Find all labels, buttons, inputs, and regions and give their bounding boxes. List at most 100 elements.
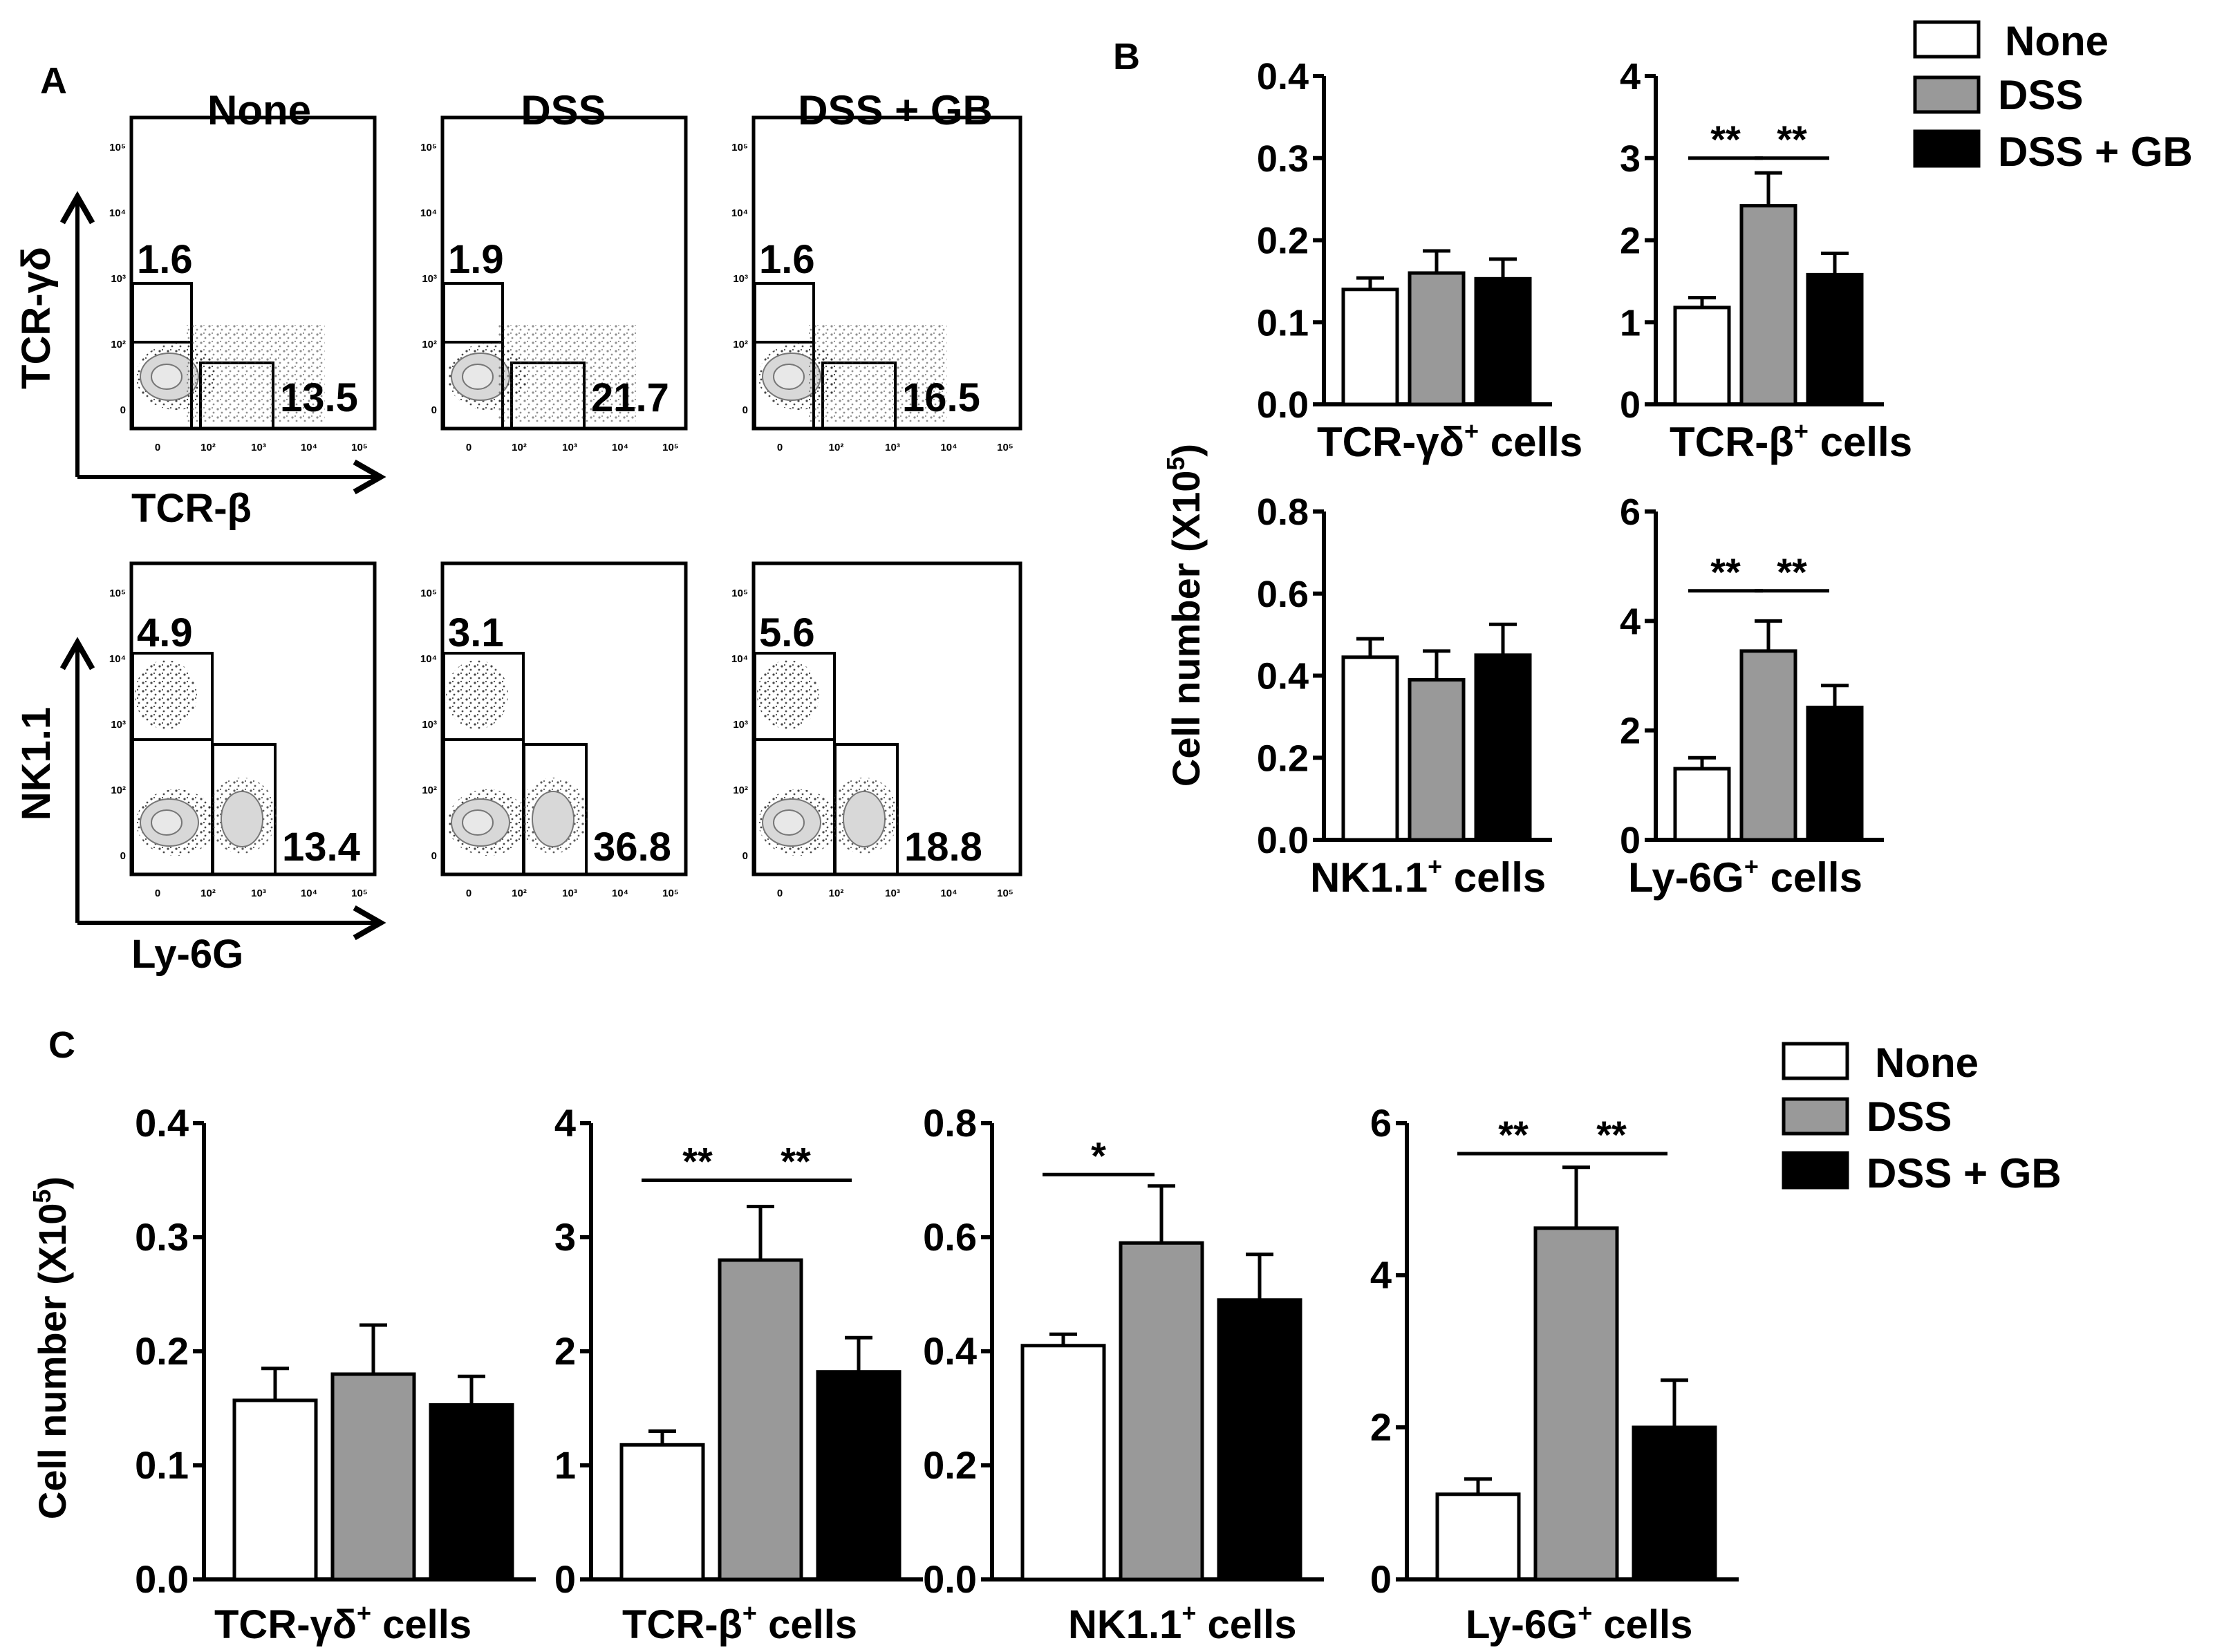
significance-label: ** — [1498, 1113, 1529, 1156]
panel-letter-b: B — [1113, 36, 1140, 77]
x-axis-label: NK1.1+ cells — [1310, 852, 1546, 901]
y-axis-label-c: Cell number (X105) — [28, 1176, 74, 1519]
x-axis-label: Ly-6G+ cells — [1628, 852, 1862, 901]
upper-gate — [131, 282, 193, 344]
legend-swatch-dss — [1913, 75, 1981, 114]
lower-gate-value: 21.7 — [591, 375, 669, 420]
legend-label-dss: DSS — [1867, 1093, 1952, 1140]
y-tick-label: 10³ — [422, 719, 437, 731]
y-tick-label: 10⁴ — [731, 207, 748, 219]
y-tick-label: 0.2 — [923, 1443, 977, 1487]
bar-none — [1341, 655, 1399, 842]
flow-contour — [462, 364, 494, 390]
bar-dss — [1533, 1226, 1619, 1581]
y-tick-label: 4 — [1620, 601, 1641, 642]
bar-dss-gb — [1474, 276, 1532, 406]
bar-dss-gb — [816, 1370, 901, 1581]
flow-contour — [221, 791, 263, 847]
y-tick-label: 0.1 — [1257, 302, 1309, 344]
y-tick-label: 1 — [554, 1443, 576, 1487]
bar-none — [232, 1398, 318, 1581]
y-tick-label: 4 — [1620, 56, 1641, 97]
x-tick-label: 10⁴ — [940, 888, 957, 899]
y-tick-label: 10⁵ — [109, 588, 126, 599]
y-tick-label: 4 — [1370, 1253, 1392, 1297]
flow-density — [446, 660, 508, 729]
flow-contour — [151, 809, 183, 836]
x-tick-label: 10² — [200, 442, 216, 453]
x-tick-label: 0 — [155, 442, 160, 453]
bar-chart-c-7: 0 2 4 6 ** ** Ly-6G+ cells — [1370, 1101, 1739, 1647]
bar-dss-gb — [1474, 653, 1532, 842]
legend-swatch-dss-gb — [1913, 129, 1981, 168]
x-tick-label: 10⁵ — [351, 442, 368, 453]
flow-density — [187, 325, 325, 422]
y-tick-label: 0.3 — [1257, 138, 1309, 180]
y-tick-label: 0.3 — [135, 1215, 189, 1259]
lower-gate-value: 36.8 — [593, 825, 671, 870]
bar-none — [1673, 306, 1731, 406]
y-tick-label: 10⁴ — [109, 653, 126, 665]
y-tick-label: 2 — [1620, 711, 1641, 752]
y-tick-label: 0 — [1620, 820, 1641, 861]
y-tick-label: 0 — [1620, 384, 1641, 426]
legend-swatch-dss — [1782, 1097, 1849, 1136]
bar-dss-gb — [1632, 1425, 1717, 1581]
x-tick-label: 0 — [777, 888, 783, 899]
legend-swatch-dss-gb — [1782, 1151, 1849, 1190]
y-tick-label: 0 — [554, 1557, 576, 1601]
y-tick-label: 10² — [733, 339, 748, 350]
bar-dss — [1119, 1241, 1204, 1581]
x-tick-label: 10⁵ — [997, 442, 1013, 453]
legend-b: None DSS DSS + GB — [1913, 18, 2193, 175]
y-tick-label: 10⁵ — [109, 142, 126, 153]
x-axis-label: TCR-β+ cells — [622, 1599, 857, 1647]
y-tick-label: 0 — [742, 850, 748, 862]
bar-dss-gb — [1806, 705, 1864, 842]
flow-contour — [773, 809, 805, 836]
lower-gate-value: 13.4 — [282, 825, 360, 870]
y-tick-label: 0.8 — [1257, 491, 1309, 533]
significance-label: ** — [682, 1140, 713, 1183]
condition-label: None — [207, 87, 311, 133]
condition-label: DSS + GB — [798, 87, 993, 133]
bar-dss-gb — [1806, 272, 1864, 406]
upper-gate-value: 1.6 — [137, 237, 193, 282]
x-axis-marker-label: TCR-β — [131, 486, 252, 531]
y-tick-label: 0 — [431, 850, 437, 862]
y-tick-label: 10³ — [111, 273, 126, 285]
x-tick-label: 10² — [829, 888, 844, 899]
x-axis-label: NK1.1+ cells — [1068, 1599, 1297, 1647]
bar-chart-c-5: 0 1 2 3 4 ** ** TCR-β+ cells — [554, 1101, 923, 1647]
x-tick-label: 10² — [200, 888, 216, 899]
panel-letter-a: A — [40, 60, 67, 102]
flow-contour — [773, 364, 805, 390]
x-axis-marker-label: Ly-6G — [131, 932, 243, 977]
y-tick-label: 0.6 — [1257, 574, 1309, 615]
y-tick-label: 0 — [1370, 1557, 1392, 1601]
flow-contour — [462, 809, 494, 836]
y-tick-label: 0 — [120, 404, 126, 416]
x-tick-label: 10⁵ — [662, 442, 679, 453]
x-axis-label: TCR-β+ cells — [1670, 417, 1912, 465]
legend-swatch-none — [1913, 20, 1981, 59]
bar-chart-b-2: 0.0 0.2 0.4 0.6 0.8 NK1.1+ cells — [1257, 491, 1552, 901]
y-tick-label: 0.4 — [923, 1329, 977, 1373]
x-tick-label: 10³ — [885, 888, 900, 899]
bar-dss — [330, 1372, 416, 1581]
y-tick-label: 3 — [554, 1215, 576, 1259]
upper-gate — [442, 282, 504, 344]
x-axis-label: TCR-γδ+ cells — [1317, 417, 1582, 465]
x-tick-label: 10⁴ — [612, 888, 628, 899]
legend-label-dss: DSS — [1998, 72, 2083, 118]
y-tick-label: 0.0 — [135, 1557, 189, 1601]
y-tick-label: 10⁴ — [420, 653, 437, 665]
flow-cytometry-panel: None DSS DSS + GB 0 10² 10³ 10⁴ 10⁵ 10⁵ 10⁴ 10³ 10²… — [14, 87, 1022, 977]
y-tick-label: 10² — [733, 785, 748, 796]
x-tick-label: 0 — [777, 442, 783, 453]
y-tick-label: 0 — [120, 850, 126, 862]
y-tick-label: 0.4 — [1257, 56, 1309, 97]
y-tick-label: 0.2 — [135, 1329, 189, 1373]
bar-dss — [1739, 649, 1797, 842]
y-tick-label: 0.0 — [1257, 384, 1309, 426]
